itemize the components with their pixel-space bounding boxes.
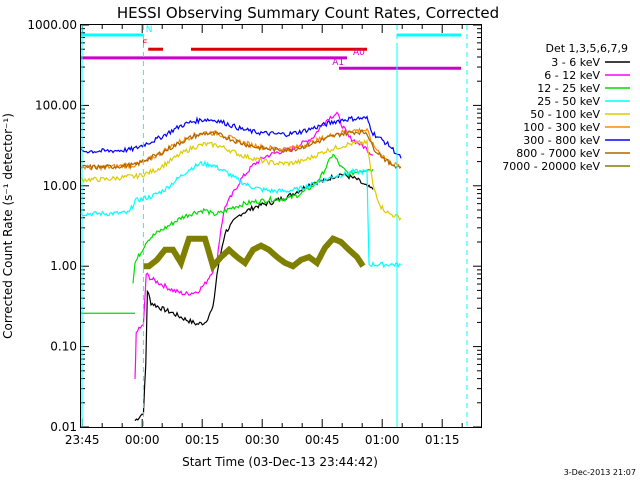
- y-axis-label: Corrected Count Rate (s⁻¹ detector⁻¹): [1, 113, 15, 339]
- series-line: [80, 129, 402, 171]
- x-tick-label: 01:00: [365, 433, 400, 447]
- x-tick-label: 00:45: [305, 433, 340, 447]
- x-axis-label: Start Time (03-Dec-13 23:44:42): [182, 455, 378, 469]
- y-tick-label: 0.01: [50, 420, 77, 434]
- series-line: [132, 153, 374, 284]
- legend-entry-label: 12 - 25 keV: [537, 82, 600, 95]
- legend-entry-label: 6 - 12 keV: [544, 69, 600, 82]
- series-line: [134, 172, 374, 422]
- x-axis: 23:45 00:00 00:15 00:30 00:45 01:00 01:15: [65, 25, 463, 447]
- legend-entry-label: 800 - 7000 keV: [516, 147, 600, 160]
- timestamp-stamp: 3-Dec-2013 21:07: [564, 468, 636, 477]
- y-tick-label: 100.00: [35, 98, 77, 112]
- flag-label: N: [146, 25, 153, 35]
- observing-flags: NF A0 A1: [81, 25, 461, 70]
- plot-frame: [80, 24, 482, 428]
- series-line: [134, 111, 374, 379]
- y-tick-label: 1.00: [50, 259, 77, 273]
- legend-header: Det 1,3,5,6,7,9: [545, 42, 628, 55]
- x-tick-label: 23:45: [65, 433, 100, 447]
- chart-title: HESSI Observing Summary Count Rates, Cor…: [117, 4, 499, 22]
- series-line: [80, 115, 402, 159]
- attenuator-lines: [81, 25, 468, 427]
- x-tick-label: 00:15: [185, 433, 220, 447]
- legend-entry-label: 50 - 100 keV: [530, 108, 600, 121]
- y-tick-label: 1000.00: [27, 18, 77, 32]
- y-axis: 1000.00 100.00 10.00 1.00 0.10 0.01: [27, 18, 481, 434]
- flag-label: A0: [353, 48, 365, 58]
- x-tick-label: 00:30: [245, 433, 280, 447]
- x-tick-label: 01:15: [425, 433, 460, 447]
- legend-entry-label: 7000 - 20000 keV: [502, 160, 600, 173]
- flag-label: A1: [332, 58, 344, 68]
- series-layer: [80, 111, 402, 422]
- series-line: [80, 159, 402, 269]
- legend-entry-label: 25 - 50 keV: [537, 95, 600, 108]
- legend-entry-label: 3 - 6 keV: [551, 56, 600, 69]
- y-tick-label: 10.00: [43, 179, 77, 193]
- flag-label: F: [142, 39, 147, 49]
- legend-entry-label: 100 - 300 keV: [523, 121, 600, 134]
- x-tick-label: 00:00: [125, 433, 160, 447]
- series-line: [80, 138, 402, 221]
- y-tick-label: 0.10: [50, 340, 77, 354]
- series-line: [143, 235, 366, 273]
- legend-entry-label: 300 - 800 keV: [523, 134, 600, 147]
